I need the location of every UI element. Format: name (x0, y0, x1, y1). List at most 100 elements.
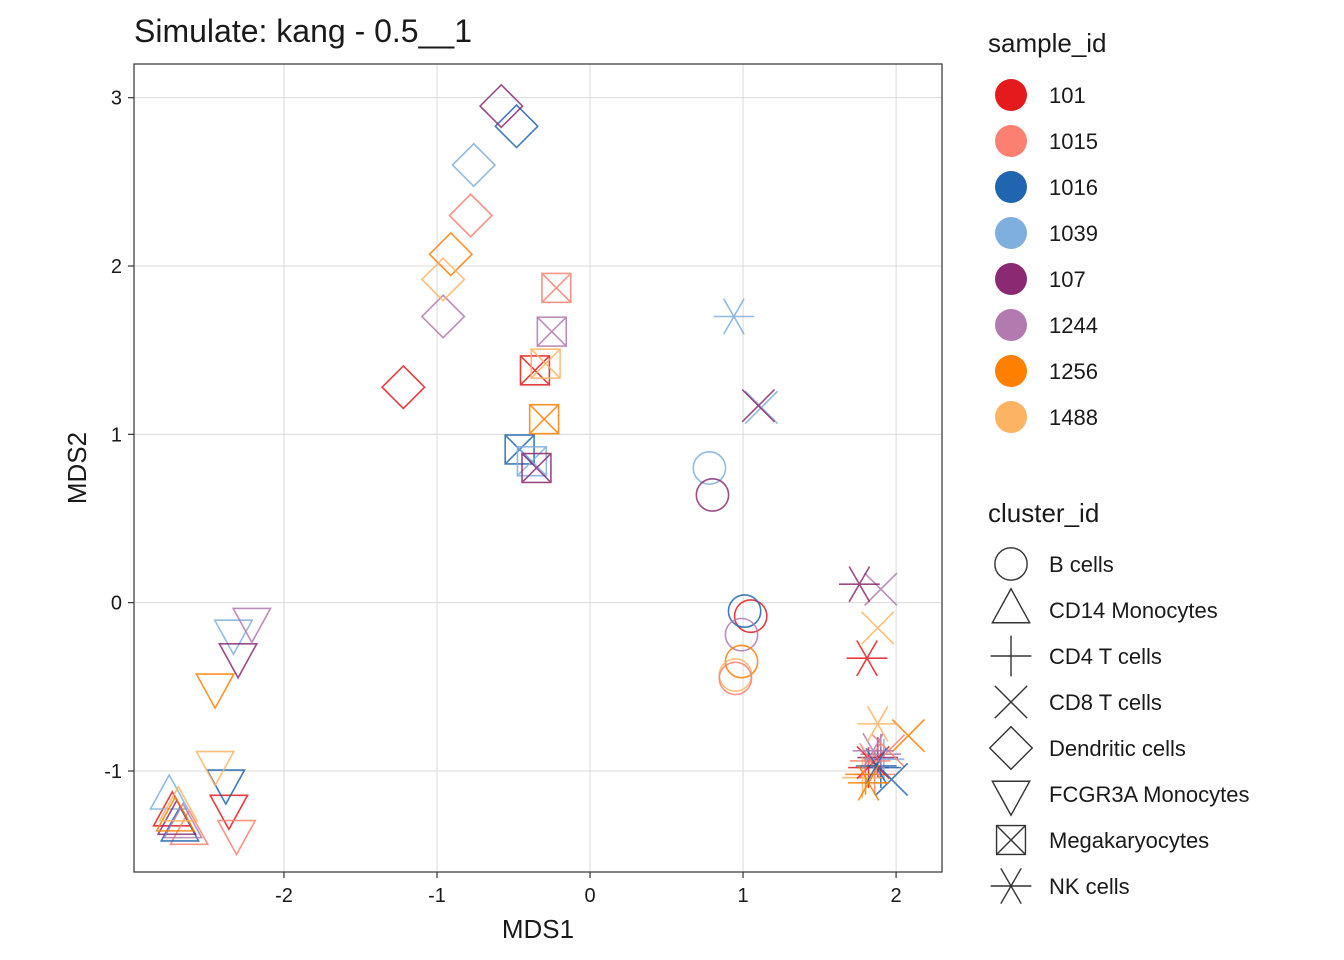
data-point (218, 642, 259, 680)
data-point (478, 83, 524, 129)
legend-label: Dendritic cells (1049, 736, 1186, 761)
legend-label: CD4 T cells (1049, 644, 1162, 669)
legend-label: 1015 (1049, 129, 1098, 154)
data-point (857, 705, 899, 742)
data-point (852, 732, 894, 769)
legend-label: 1488 (1049, 405, 1098, 430)
data-point (713, 298, 755, 335)
data-point (727, 594, 762, 629)
y-tick-label: 3 (111, 88, 122, 110)
data-point (205, 769, 246, 806)
data-point (420, 257, 466, 302)
data-point (718, 658, 753, 692)
data-point (528, 403, 560, 435)
data-point (451, 142, 497, 188)
data-point (848, 764, 889, 801)
data-point (741, 389, 776, 423)
legend-swatch (995, 79, 1027, 111)
data-point (380, 364, 426, 410)
circle-legend-key (994, 547, 1028, 581)
data-point (216, 819, 257, 857)
legend-swatch (995, 309, 1027, 341)
legend-swatch (995, 125, 1027, 157)
legend-swatch (995, 263, 1027, 295)
legend-label: 101 (1049, 83, 1086, 108)
legend-label: CD14 Monocytes (1049, 598, 1218, 623)
data-point (195, 750, 236, 788)
data-point (724, 617, 759, 652)
data-point (158, 785, 199, 822)
data-point (695, 477, 730, 512)
data-point (428, 231, 474, 277)
data-point (692, 451, 727, 485)
x-axis-title: MDS1 (502, 914, 574, 944)
y-tick-label: -1 (104, 761, 122, 783)
legend-label: 1016 (1049, 175, 1098, 200)
data-point (231, 607, 272, 645)
data-point (169, 808, 210, 846)
sample-id-legend: 101 1015 1016 1039 107 1244 1256 1488 (995, 79, 1098, 433)
data-point (448, 193, 494, 238)
cluster-id-legend-title: cluster_id (988, 498, 1099, 528)
plus-legend-key (990, 635, 1032, 677)
grid-lines (134, 64, 942, 872)
legend-label: B cells (1049, 552, 1114, 577)
data-point (855, 747, 897, 785)
x-tick-label: -1 (428, 885, 446, 907)
y-axis-title: MDS2 (62, 432, 92, 504)
data-point (874, 762, 909, 797)
legend-swatch (995, 171, 1027, 203)
data-point (536, 316, 568, 347)
data-point (733, 599, 768, 634)
data-point (744, 390, 779, 425)
legend-label: FCGR3A Monocytes (1049, 782, 1250, 807)
data-point (718, 661, 753, 696)
x-tick-label: 1 (737, 885, 748, 907)
data-point (541, 272, 572, 304)
sample-id-legend-title: sample_id (988, 28, 1107, 58)
axis-ticks: -2 -1 0 1 2 -1 0 1 2 3 (104, 88, 901, 907)
triangle-down-legend-key (991, 780, 1031, 817)
data-point (891, 718, 926, 753)
legend-swatch (995, 355, 1027, 387)
data-point (842, 757, 883, 799)
x-tick-label: -2 (275, 885, 293, 907)
data-points (149, 83, 926, 857)
legend-label: Megakaryocytes (1049, 828, 1209, 853)
data-point (213, 619, 254, 656)
chart-title: Simulate: kang - 0.5__1 (134, 13, 472, 49)
data-point (494, 103, 539, 149)
legend-label: 1244 (1049, 313, 1098, 338)
data-point (519, 355, 551, 386)
y-tick-label: 1 (111, 424, 122, 446)
cluster-id-legend: B cells CD14 Monocytes CD4 T cells CD8 T ce… (988, 547, 1250, 905)
triangle-legend-key (991, 587, 1031, 624)
y-tick-label: 0 (111, 593, 122, 615)
x-tick-label: 0 (584, 885, 595, 907)
data-point (530, 348, 561, 379)
data-point (420, 294, 466, 339)
x-tick-label: 2 (891, 885, 902, 907)
data-point (521, 452, 552, 484)
boxcross-legend-key (995, 824, 1027, 856)
data-point (195, 673, 236, 710)
y-tick-label: 2 (111, 256, 122, 278)
legend-swatch (995, 401, 1027, 433)
legend-label: 107 (1049, 267, 1086, 292)
diamond-legend-key (988, 725, 1034, 771)
data-point (838, 566, 880, 603)
legend-label: CD8 T cells (1049, 690, 1162, 715)
asterisk-legend-key (990, 867, 1032, 905)
legend-label: 1039 (1049, 221, 1098, 246)
data-point (861, 611, 895, 645)
legend-label: NK cells (1049, 874, 1130, 899)
legend-swatch (995, 217, 1027, 249)
data-point (208, 794, 249, 831)
plot-panel (133, 63, 943, 873)
legend-label: 1256 (1049, 359, 1098, 384)
data-point (155, 795, 196, 832)
cross-legend-key (994, 685, 1028, 719)
data-point (846, 640, 888, 677)
data-point (864, 572, 898, 606)
